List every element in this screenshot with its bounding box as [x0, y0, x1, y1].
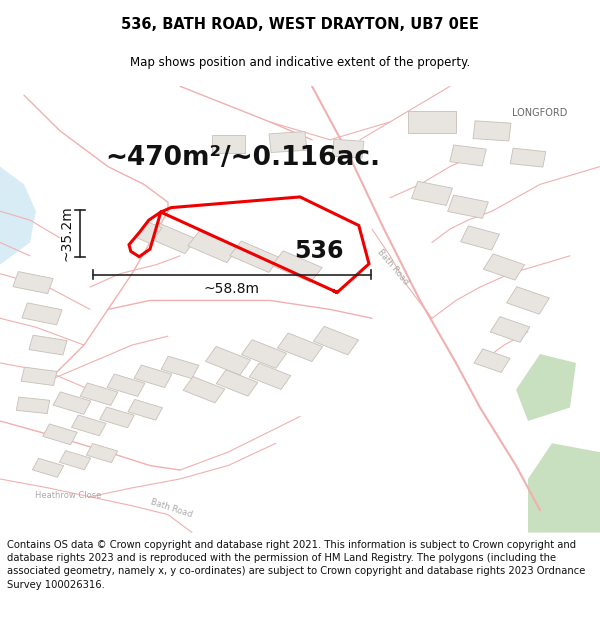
Polygon shape [332, 139, 364, 158]
Text: LONGFORD: LONGFORD [512, 108, 568, 118]
Polygon shape [450, 145, 486, 166]
Text: Bath Road: Bath Road [376, 248, 410, 286]
Text: 536, BATH ROAD, WEST DRAYTON, UB7 0EE: 536, BATH ROAD, WEST DRAYTON, UB7 0EE [121, 17, 479, 32]
Polygon shape [277, 333, 323, 362]
Polygon shape [490, 317, 530, 342]
Polygon shape [16, 397, 50, 414]
Polygon shape [71, 415, 106, 436]
Polygon shape [510, 148, 546, 167]
Polygon shape [0, 86, 36, 265]
Text: ~470m²/~0.116ac.: ~470m²/~0.116ac. [105, 144, 380, 171]
Polygon shape [408, 111, 456, 132]
Polygon shape [86, 444, 118, 462]
Polygon shape [461, 226, 499, 250]
Polygon shape [216, 370, 258, 396]
Polygon shape [474, 349, 510, 372]
Text: ~58.8m: ~58.8m [204, 282, 260, 296]
Polygon shape [29, 335, 67, 355]
Polygon shape [43, 424, 77, 445]
Polygon shape [516, 354, 576, 421]
Polygon shape [32, 458, 64, 478]
Text: 536: 536 [294, 239, 343, 263]
Polygon shape [100, 407, 134, 428]
Polygon shape [136, 222, 162, 244]
Polygon shape [412, 181, 452, 206]
Polygon shape [22, 303, 62, 325]
Polygon shape [241, 340, 287, 368]
Polygon shape [188, 231, 238, 262]
Polygon shape [134, 365, 172, 388]
Polygon shape [107, 374, 145, 396]
Text: Contains OS data © Crown copyright and database right 2021. This information is : Contains OS data © Crown copyright and d… [7, 540, 586, 589]
Polygon shape [484, 254, 524, 280]
Polygon shape [128, 399, 163, 420]
Polygon shape [21, 367, 57, 386]
Polygon shape [272, 251, 322, 282]
Polygon shape [53, 392, 91, 414]
Text: ~35.2m: ~35.2m [59, 206, 74, 261]
Polygon shape [473, 121, 511, 141]
Polygon shape [448, 195, 488, 218]
Text: Bath Road: Bath Road [149, 497, 193, 519]
Polygon shape [205, 346, 251, 375]
Polygon shape [528, 443, 600, 532]
Polygon shape [506, 287, 550, 314]
Polygon shape [269, 131, 307, 152]
Text: Heathrow Close: Heathrow Close [35, 491, 101, 501]
Polygon shape [249, 363, 291, 389]
Polygon shape [313, 326, 359, 355]
Polygon shape [13, 272, 53, 294]
Polygon shape [230, 241, 280, 272]
Polygon shape [183, 376, 225, 403]
Polygon shape [161, 356, 199, 379]
Polygon shape [146, 222, 196, 254]
Polygon shape [212, 136, 245, 153]
Polygon shape [59, 451, 91, 470]
Polygon shape [80, 383, 118, 406]
Text: Map shows position and indicative extent of the property.: Map shows position and indicative extent… [130, 56, 470, 69]
